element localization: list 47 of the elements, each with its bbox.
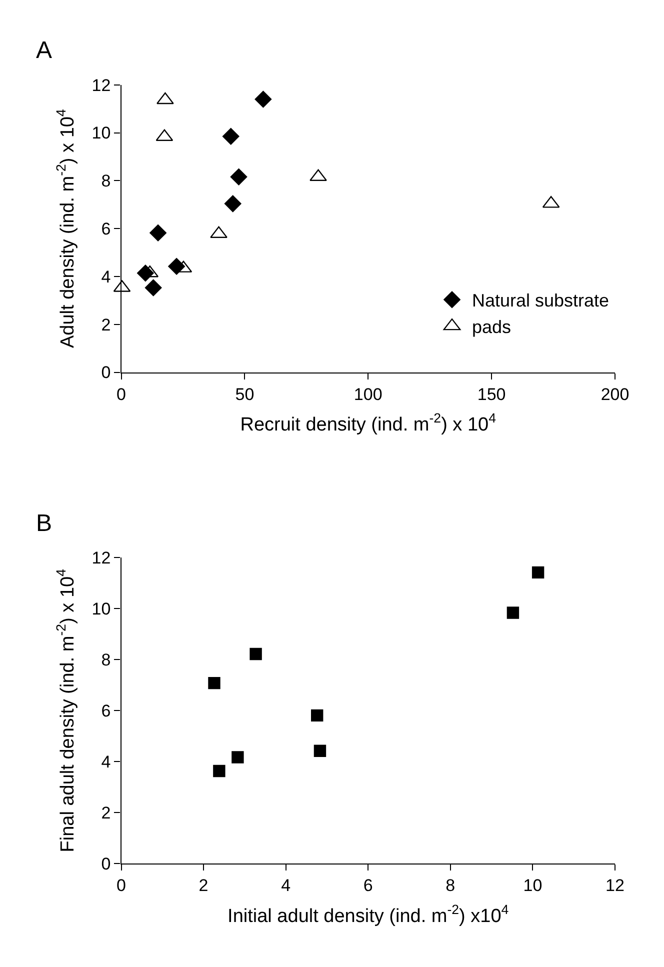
y-tick-label: 2 bbox=[101, 315, 111, 334]
point bbox=[506, 606, 520, 619]
x-tick-label: 4 bbox=[281, 876, 291, 896]
x-tick-label: 200 bbox=[600, 384, 630, 404]
point bbox=[156, 92, 174, 104]
point bbox=[222, 128, 240, 145]
x-axis-title: Initial adult density (ind. m$^{-2}$) x10$^{4}$ bbox=[228, 902, 509, 927]
y-tick-label: 8 bbox=[101, 650, 111, 670]
point bbox=[150, 224, 166, 242]
point bbox=[208, 676, 220, 690]
x-tick-label: 50 bbox=[235, 384, 254, 404]
point bbox=[232, 751, 244, 764]
x-tick-label: 10 bbox=[523, 876, 542, 896]
y-tick-label: 12 bbox=[92, 548, 111, 568]
x-tick-label: 12 bbox=[606, 876, 624, 896]
y-tick-label: 4 bbox=[101, 267, 111, 286]
x-tick-label: 8 bbox=[446, 876, 456, 896]
x-tick-label: 0 bbox=[116, 876, 126, 896]
point bbox=[254, 90, 272, 108]
chart-title: B bbox=[36, 510, 52, 537]
point bbox=[224, 195, 242, 212]
y-tick-label: 2 bbox=[101, 804, 111, 823]
x-tick-label: 2 bbox=[198, 876, 208, 896]
x-tick-label: 6 bbox=[363, 876, 373, 896]
x-tick-label: 0 bbox=[116, 384, 126, 404]
y-tick-label: 10 bbox=[92, 600, 111, 619]
point bbox=[311, 709, 324, 722]
x-tick-label: 150 bbox=[477, 384, 506, 404]
y-tick-label: 0 bbox=[101, 363, 111, 382]
legend-label: Natural substrate bbox=[472, 290, 610, 311]
y-tick-label: 8 bbox=[101, 172, 111, 191]
y-tick-label: 10 bbox=[92, 124, 111, 143]
x-axis-title: Recruit density (ind. m$^{-2}$) x 10$^{4}$ bbox=[240, 410, 496, 436]
point bbox=[532, 566, 544, 579]
point bbox=[230, 168, 248, 186]
y-tick-label: 0 bbox=[101, 854, 111, 874]
y-tick-label: 6 bbox=[101, 702, 111, 721]
legend-label: pads bbox=[472, 317, 512, 338]
point bbox=[213, 764, 226, 778]
point bbox=[250, 648, 262, 660]
chart-title: A bbox=[36, 37, 52, 64]
y-tick-label: 4 bbox=[101, 752, 111, 772]
point bbox=[144, 279, 162, 296]
point bbox=[314, 744, 326, 757]
x-tick-label: 100 bbox=[354, 384, 382, 404]
y-tick-label: 6 bbox=[101, 220, 111, 239]
y-tick-label: 12 bbox=[92, 76, 111, 95]
